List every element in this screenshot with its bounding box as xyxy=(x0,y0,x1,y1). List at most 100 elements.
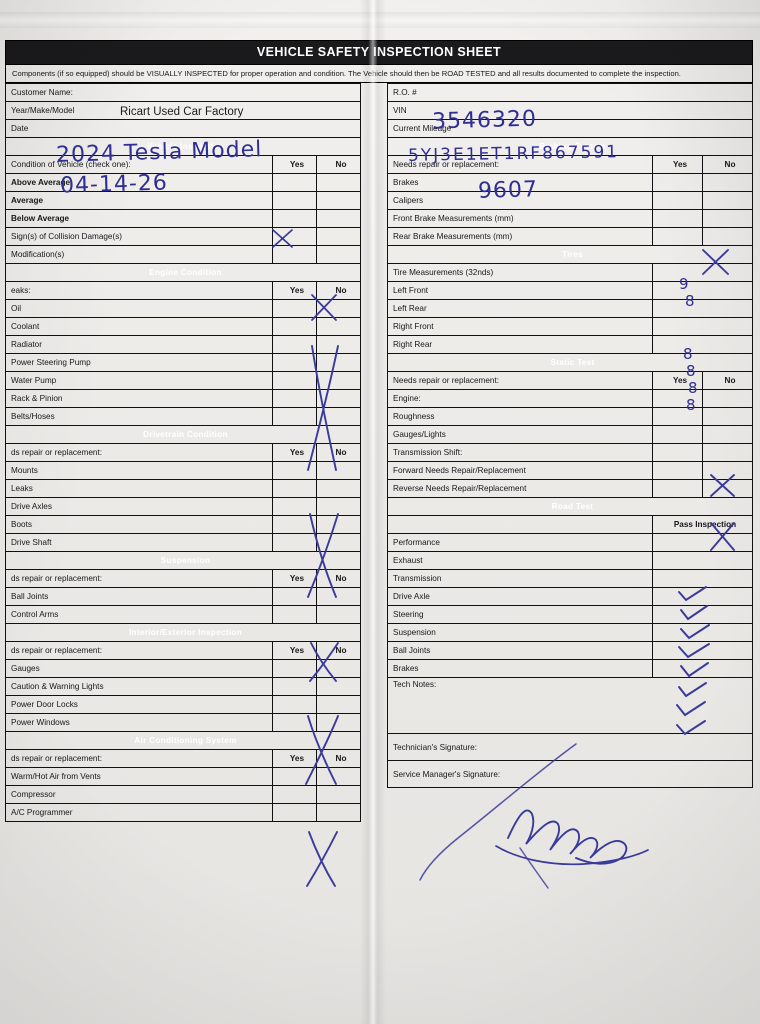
cell-no[interactable] xyxy=(315,227,362,246)
cell-yes[interactable] xyxy=(271,515,317,534)
manager-signature-cell[interactable]: Service Manager's Signature: xyxy=(387,760,753,788)
row-forward-needs-repair: Forward Needs Repair/Replacement xyxy=(387,461,653,480)
cell-no[interactable] xyxy=(702,227,753,246)
cell-pass[interactable] xyxy=(652,551,753,570)
cell-yes[interactable] xyxy=(652,191,703,210)
table-row: Power Steering Pump xyxy=(5,353,362,372)
cell-no[interactable] xyxy=(315,767,362,786)
mileage-cell[interactable]: Current Mileage xyxy=(387,119,753,138)
cell-yes[interactable] xyxy=(271,209,317,228)
cell-yes[interactable] xyxy=(652,443,703,462)
cell-no[interactable] xyxy=(315,587,362,606)
cell-yes[interactable] xyxy=(271,767,317,786)
cell-yes[interactable] xyxy=(271,677,317,696)
cell-no[interactable] xyxy=(315,353,362,372)
cell-yes[interactable] xyxy=(271,173,317,192)
cell-right-rear-value[interactable] xyxy=(652,335,753,354)
cell-yes[interactable] xyxy=(271,785,317,804)
cell-pass[interactable] xyxy=(652,533,753,552)
cell-no[interactable] xyxy=(315,209,362,228)
cell-no[interactable] xyxy=(315,389,362,408)
cell-yes[interactable] xyxy=(271,659,317,678)
table-row: Roughness xyxy=(387,407,753,426)
cell-no[interactable] xyxy=(315,335,362,354)
customer-name-cell[interactable]: Customer Name: xyxy=(5,83,361,102)
cell-no[interactable] xyxy=(315,317,362,336)
cell-no[interactable] xyxy=(315,173,362,192)
cell-no[interactable] xyxy=(702,443,753,462)
cell-yes[interactable] xyxy=(652,479,703,498)
cell-no[interactable] xyxy=(702,389,753,408)
cell-no[interactable] xyxy=(315,785,362,804)
cell-yes[interactable] xyxy=(271,803,317,822)
tech-notes-cell[interactable]: Tech Notes: xyxy=(387,677,753,734)
cell-no[interactable] xyxy=(702,209,753,228)
cell-yes[interactable] xyxy=(271,497,317,516)
cell-left-front-value[interactable] xyxy=(652,281,753,300)
cell-front-brake-value[interactable] xyxy=(652,209,703,228)
cell-pass[interactable] xyxy=(652,659,753,678)
cell-pass[interactable] xyxy=(652,569,753,588)
cell-no[interactable] xyxy=(315,713,362,732)
cell-no[interactable] xyxy=(315,299,362,318)
cell-no[interactable] xyxy=(702,191,753,210)
cell-no[interactable] xyxy=(315,461,362,480)
cell-yes[interactable] xyxy=(271,605,317,624)
cell-yes[interactable] xyxy=(271,227,317,246)
cell-no[interactable] xyxy=(315,695,362,714)
cell-no[interactable] xyxy=(702,461,753,480)
cell-no[interactable] xyxy=(315,245,362,264)
cell-yes[interactable] xyxy=(271,353,317,372)
cell-no[interactable] xyxy=(315,803,362,822)
cell-yes[interactable] xyxy=(271,407,317,426)
vin-cell[interactable]: VIN xyxy=(387,101,753,120)
cell-no[interactable] xyxy=(702,425,753,444)
cell-yes[interactable] xyxy=(271,587,317,606)
cell-no[interactable] xyxy=(315,479,362,498)
cell-yes[interactable] xyxy=(652,173,703,192)
cell-yes[interactable] xyxy=(271,317,317,336)
cell-yes[interactable] xyxy=(271,371,317,390)
cell-yes[interactable] xyxy=(271,695,317,714)
cell-no[interactable] xyxy=(315,371,362,390)
suspension-prompt: ds repair or replacement: xyxy=(5,569,273,588)
cell-yes[interactable] xyxy=(271,299,317,318)
cell-yes[interactable] xyxy=(271,713,317,732)
date-cell[interactable]: Date xyxy=(5,119,361,138)
cell-yes[interactable] xyxy=(271,461,317,480)
cell-yes[interactable] xyxy=(652,389,703,408)
cell-yes[interactable] xyxy=(271,533,317,552)
cell-pass[interactable] xyxy=(652,623,753,642)
cell-no[interactable] xyxy=(315,533,362,552)
cell-yes[interactable] xyxy=(652,461,703,480)
cell-no[interactable] xyxy=(702,479,753,498)
cell-no[interactable] xyxy=(315,677,362,696)
cell-rear-brake-value[interactable] xyxy=(652,227,703,246)
cell-no[interactable] xyxy=(315,407,362,426)
cell-left-rear-value[interactable] xyxy=(652,299,753,318)
cell-pass[interactable] xyxy=(652,587,753,606)
cell-no[interactable] xyxy=(315,497,362,516)
ro-cell[interactable]: R.O. # xyxy=(387,83,753,102)
cell-right-front-value[interactable] xyxy=(652,317,753,336)
cell-yes[interactable] xyxy=(652,407,703,426)
cell-yes[interactable] xyxy=(271,389,317,408)
row-drive-axle: Drive Axle xyxy=(387,587,653,606)
cell-no[interactable] xyxy=(702,407,753,426)
cell-pass[interactable] xyxy=(652,605,753,624)
cell-no[interactable] xyxy=(315,191,362,210)
row-rear-brake-measurements: Rear Brake Measurements (mm) xyxy=(387,227,653,246)
cell-no[interactable] xyxy=(315,515,362,534)
cell-yes[interactable] xyxy=(271,245,317,264)
cell-pass[interactable] xyxy=(652,641,753,660)
cell-yes[interactable] xyxy=(271,335,317,354)
cell-no[interactable] xyxy=(702,173,753,192)
table-row: Calipers xyxy=(387,191,753,210)
cell-yes[interactable] xyxy=(271,191,317,210)
cell-no[interactable] xyxy=(315,659,362,678)
cell-yes[interactable] xyxy=(652,425,703,444)
tire-measurements-prompt: Tire Measurements (32nds) xyxy=(387,263,653,282)
cell-yes[interactable] xyxy=(271,479,317,498)
technician-signature-cell[interactable]: Technician's Signature: xyxy=(387,733,753,761)
cell-no[interactable] xyxy=(315,605,362,624)
